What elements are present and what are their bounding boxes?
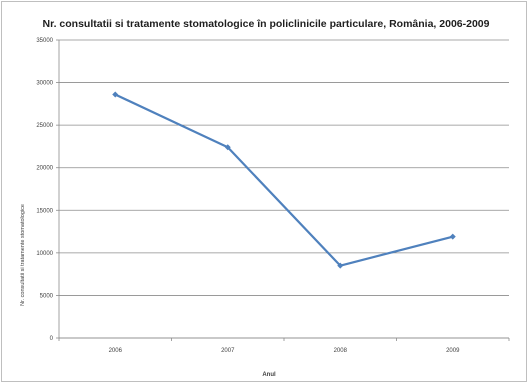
x-tick-label: 2007 (221, 348, 235, 354)
data-point-marker (337, 262, 344, 269)
y-axis-ticks: 0 5000 10000 15000 20000 25000 30000 35000 (36, 38, 53, 342)
y-tick-label: 30000 (36, 81, 53, 87)
y-tick-label: 10000 (36, 251, 53, 257)
data-point-marker (449, 233, 456, 240)
data-point-marker (224, 144, 231, 151)
y-tick-label: 25000 (36, 123, 53, 129)
chart-title: Nr. consultatii si tratamente stomatolog… (43, 18, 490, 30)
y-tick-label: 15000 (36, 208, 53, 214)
series-group (112, 91, 456, 269)
x-tick-label: 2008 (334, 348, 348, 354)
x-axis-ticks: 2006 2007 2008 2009 (58, 338, 510, 354)
y-axis-title: Nr. consultatii si tratamente stomatolog… (20, 204, 26, 306)
y-tick-label: 35000 (36, 38, 53, 44)
x-tick-label: 2009 (446, 348, 460, 354)
series-line (114, 93, 454, 267)
y-tick-label: 5000 (40, 293, 54, 299)
y-tick-label: 20000 (36, 166, 53, 172)
gridlines (56, 39, 509, 339)
x-axis-title: Anul (262, 372, 276, 378)
y-tick-label: 0 (50, 336, 54, 342)
data-point-marker (112, 91, 119, 98)
x-tick-label: 2006 (109, 348, 123, 354)
